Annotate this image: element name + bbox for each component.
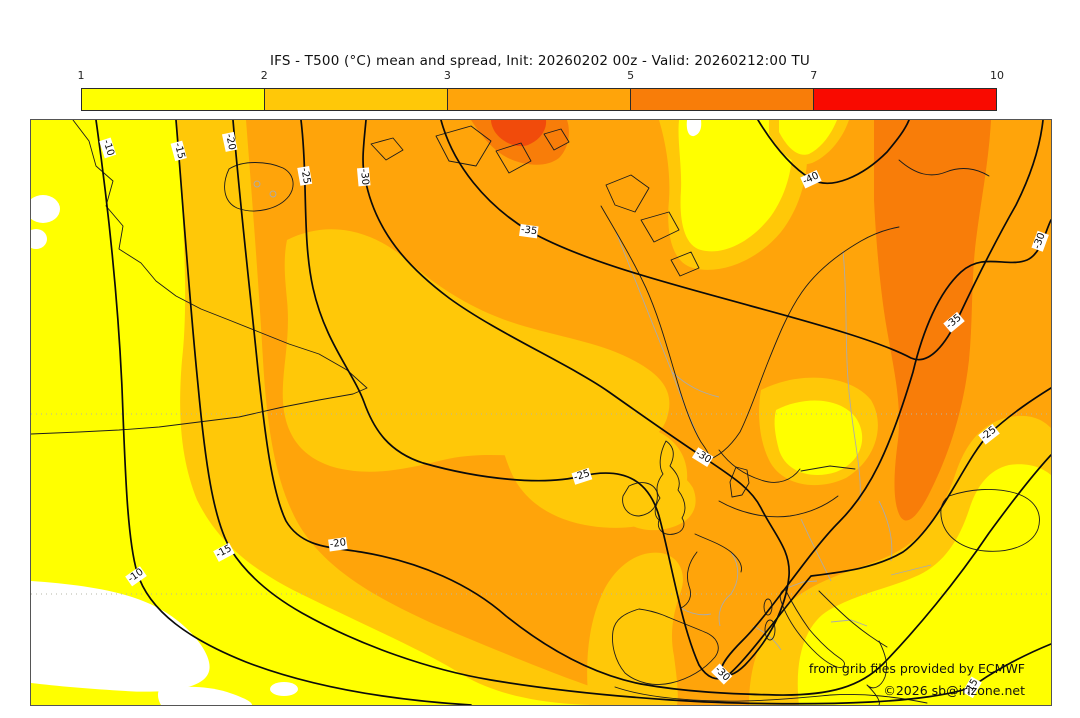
contour-minus-15: [175, 120, 1051, 705]
contour-label: -20: [222, 131, 238, 153]
contour-label: -10: [99, 137, 117, 159]
colorbar-segment: [82, 89, 264, 110]
contour-minus-25: [300, 120, 1051, 680]
contour-label: -15: [171, 140, 187, 162]
coastlines: [31, 120, 1040, 705]
country-borders: [253, 180, 932, 704]
colorbar-tick-label: 2: [260, 69, 268, 82]
chart-title: IFS - T500 (°C) mean and spread, Init: 2…: [269, 53, 811, 69]
contour-label: -25: [571, 467, 593, 485]
temperature-contours: [95, 120, 1051, 705]
contour-minus-40: [757, 120, 910, 184]
contour-label: -40: [800, 169, 822, 189]
contour-label: -30: [711, 663, 733, 685]
contour-label: -25: [297, 165, 313, 187]
colorbar-segment: [264, 89, 447, 110]
colorbar-segment: [813, 89, 996, 110]
credit-copyright: ©2026 sb@irizone.net: [883, 683, 1025, 699]
colorbar-ticks: 1 2 3 5 7 10: [77, 69, 1005, 85]
map-canvas: -10 -15 -20 -25 -30 -35 -40 -35 -30 -30 -25 -25 -30 -…: [30, 119, 1052, 706]
contour-minus-20: [232, 120, 1051, 696]
colorbar-tick-label: 7: [810, 69, 818, 82]
colorbar-tick-label: 5: [627, 69, 635, 82]
spread-fill-regions: [31, 120, 1051, 705]
colorbar-segment: [630, 89, 813, 110]
contour-minus-30: [362, 120, 1051, 677]
contour-label: -20: [328, 537, 348, 551]
colorbar-tick-label: 10: [990, 69, 1004, 82]
colorbar-tick-label: 3: [443, 69, 451, 82]
contour-labels: -10 -15 -20 -25 -30 -35 -40 -35 -30 -30 -25 -25 -30 -…: [31, 120, 1051, 705]
contour-label: -30: [1031, 230, 1049, 252]
colorbar-segments: [81, 88, 997, 111]
contour-label: -25: [978, 423, 1000, 445]
contour-label: -35: [519, 224, 539, 238]
credits: from grib files provided by ECMWF ©2026 …: [809, 658, 1025, 702]
contour-label: -30: [692, 447, 714, 467]
contour-label: -15: [213, 542, 235, 562]
contour-label: -30: [357, 167, 371, 187]
contour-label: -10: [125, 566, 147, 586]
colorbar-segment: [447, 89, 630, 110]
map-graphic: [31, 120, 1051, 705]
contour-label: -35: [943, 311, 965, 333]
colorbar-tick-label: 1: [77, 69, 85, 82]
credit-source: from grib files provided by ECMWF: [808, 661, 1025, 677]
